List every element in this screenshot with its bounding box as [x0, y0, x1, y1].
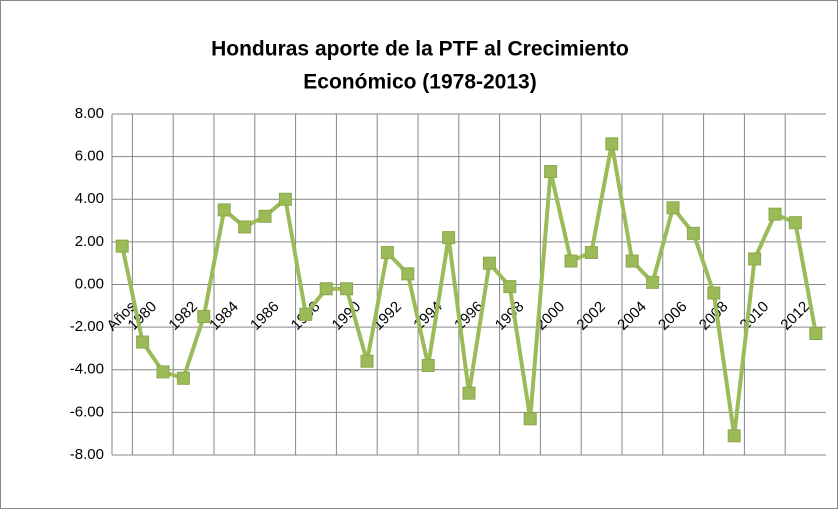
- marker: [421, 358, 435, 372]
- marker: [442, 231, 456, 245]
- marker: [136, 335, 150, 349]
- marker: [258, 209, 272, 223]
- marker: [727, 429, 741, 443]
- marker: [217, 203, 231, 217]
- y-tick-label: -4.00: [70, 361, 104, 378]
- chart-title-line-1: Honduras aporte de la PTF al Crecimiento: [211, 38, 629, 61]
- marker: [605, 137, 619, 151]
- y-tick-label: -8.00: [70, 446, 104, 463]
- marker: [299, 307, 313, 321]
- marker: [401, 267, 415, 281]
- marker: [380, 246, 394, 260]
- chart-title-line-2: Económico (1978-2013): [303, 71, 536, 94]
- marker: [340, 282, 354, 296]
- marker: [646, 275, 660, 289]
- marker: [544, 165, 558, 179]
- marker: [278, 192, 292, 206]
- marker: [462, 386, 476, 400]
- marker: [523, 412, 537, 426]
- y-tick-label: -6.00: [70, 403, 104, 420]
- marker: [156, 365, 170, 379]
- marker: [584, 246, 598, 260]
- marker: [503, 280, 517, 294]
- y-tick-label: 4.00: [75, 190, 104, 207]
- marker: [768, 207, 782, 221]
- marker: [176, 371, 190, 385]
- marker: [197, 309, 211, 323]
- y-tick-label: -2.00: [70, 318, 104, 335]
- marker: [319, 282, 333, 296]
- y-tick-label: 2.00: [75, 233, 104, 250]
- marker: [748, 252, 762, 266]
- marker: [686, 226, 700, 240]
- marker: [564, 254, 578, 268]
- marker: [788, 216, 802, 230]
- marker: [625, 254, 639, 268]
- marker: [360, 354, 374, 368]
- marker: [238, 220, 252, 234]
- y-tick-label: 8.00: [75, 105, 104, 122]
- y-tick-label: 6.00: [75, 148, 104, 165]
- y-tick-label: 0.00: [75, 275, 104, 292]
- marker: [809, 327, 823, 341]
- marker: [707, 286, 721, 300]
- marker: [115, 239, 129, 253]
- marker: [666, 201, 680, 215]
- marker: [482, 256, 496, 270]
